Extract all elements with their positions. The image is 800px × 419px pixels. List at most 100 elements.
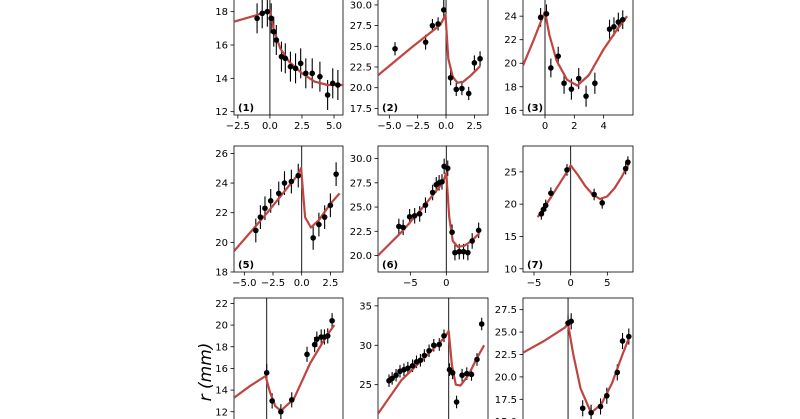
fit-curve: [234, 324, 336, 412]
plot-area: [523, 313, 632, 419]
data-point: [281, 180, 288, 186]
y-tick-label: 15.0: [495, 417, 517, 419]
y-tick-label: 15: [504, 232, 517, 243]
data-point: [259, 10, 266, 17]
plot-area: [378, 158, 482, 261]
fit-curve: [523, 10, 628, 87]
data-point: [449, 370, 456, 376]
data-point: [324, 333, 331, 339]
data-point: [275, 190, 282, 197]
data-point: [452, 249, 458, 256]
panel-label: (3): [527, 103, 543, 114]
y-tick-label: 25: [504, 167, 517, 178]
data-point: [597, 403, 604, 410]
data-point: [469, 238, 475, 244]
x-tick-label: −2.5: [226, 121, 250, 132]
data-point: [429, 22, 436, 29]
y-tick-label: 18: [215, 7, 228, 18]
data-point: [468, 371, 475, 378]
data-point: [400, 224, 406, 231]
x-tick-label: −2.5: [406, 121, 430, 132]
data-point: [456, 248, 463, 255]
data-point: [453, 399, 460, 405]
panel-6: 10 15 20 25 −5 0 5 (7): [504, 145, 634, 289]
data-point: [282, 55, 289, 62]
axes-frame: [377, 297, 489, 419]
y-tick-label: 22.5: [495, 350, 517, 361]
panel-5: 20.0 22.5 25.0 27.5 30.0 −5 0 (6): [350, 145, 489, 289]
data-point: [548, 65, 554, 71]
fit-curve: [234, 8, 343, 87]
data-point: [297, 60, 304, 67]
data-point: [588, 409, 594, 416]
data-point: [422, 39, 429, 45]
x-tick-label: 0: [567, 278, 573, 289]
y-tick-label: 14: [215, 74, 228, 85]
data-point: [435, 21, 441, 27]
x-tick-label: 0.0: [294, 278, 310, 289]
data-point: [416, 211, 423, 217]
panel-9: 15.0 17.5 20.0 22.5 25.0 27.5: [495, 297, 634, 419]
data-point: [422, 202, 429, 208]
data-point: [335, 82, 341, 88]
x-tick-label: 2.5: [466, 121, 482, 132]
panel-label: (5): [238, 260, 254, 271]
data-point: [474, 356, 480, 363]
y-tick-label: 20.0: [350, 251, 372, 262]
data-point: [264, 8, 271, 15]
y-tick-label: 16: [215, 41, 228, 52]
y-tick-label: 25.0: [350, 42, 372, 53]
axes-frame: [522, 297, 634, 419]
data-point: [538, 211, 545, 217]
data-point: [537, 14, 544, 21]
data-point: [477, 55, 483, 62]
data-point: [295, 172, 302, 179]
y-tick-label: 20: [215, 238, 228, 249]
y-tick-label: 25.0: [495, 328, 517, 339]
y-tick-label: 22: [504, 35, 517, 46]
x-tick-label: 5.0: [326, 121, 342, 132]
y-tick-label: 24: [504, 12, 517, 23]
data-point: [309, 70, 316, 77]
data-point: [599, 200, 605, 206]
axes-frame: [522, 145, 634, 273]
panel-1: 12 14 16 18 −2.5 0.0 2.5 5.0 (1): [215, 0, 344, 132]
plot-area: [536, 156, 631, 220]
y-tick-label: 25: [359, 380, 372, 391]
y-tick-label: 30.0: [350, 154, 372, 165]
x-tick-label: 4: [600, 121, 606, 132]
data-point: [619, 338, 626, 344]
data-point: [316, 221, 322, 228]
x-tick-label: −2.5: [261, 278, 285, 289]
y-tick-label: 18: [215, 268, 228, 279]
data-point: [257, 214, 264, 220]
y-tick-label: 20.0: [350, 83, 372, 94]
y-tick-label: 16: [215, 364, 228, 375]
data-point: [619, 16, 626, 23]
data-point: [396, 223, 402, 230]
data-point: [310, 235, 316, 241]
data-point: [329, 317, 335, 324]
panel-4: 18 20 22 24 26 −5.0 −2.5 0.0 2.5 (5): [215, 145, 344, 289]
fit-curve: [523, 322, 630, 414]
x-tick-label: 2.5: [294, 121, 310, 132]
plot-area: [378, 317, 486, 415]
axes-frame: [233, 0, 344, 116]
y-tick-label: 14: [215, 386, 228, 397]
data-point: [278, 408, 284, 415]
data-point: [441, 333, 447, 339]
y-tick-label: 20: [504, 59, 517, 70]
plot-area: [378, 0, 483, 101]
data-point: [575, 75, 582, 82]
plot-area: [234, 0, 343, 110]
data-point: [254, 15, 260, 22]
data-point: [417, 357, 424, 364]
data-point: [465, 249, 471, 256]
x-tick-label: −5: [527, 278, 542, 289]
y-tick-label: 12: [215, 407, 228, 418]
data-point: [583, 93, 589, 99]
y-tick-label: 17.5: [495, 395, 517, 406]
